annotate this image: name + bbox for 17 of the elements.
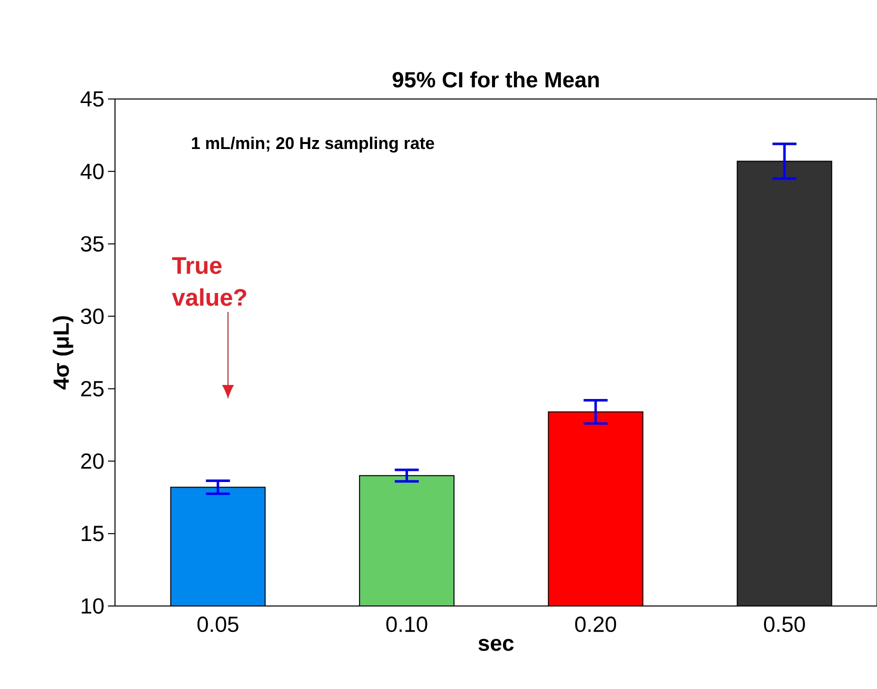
y-tick-label: 30 [80, 308, 104, 324]
x-tick-label: 0.20 [575, 616, 616, 632]
annotation: True value? [172, 257, 246, 306]
y-tick-label: 45 [80, 91, 104, 107]
x-tick-label: 0.10 [386, 616, 428, 632]
y-tick-label: 15 [82, 526, 104, 542]
x-tick-label: 0.05 [197, 616, 238, 632]
x-axis-title: sec [478, 638, 514, 651]
y-tick-label: 20 [81, 453, 104, 469]
y-tick-label: 25 [81, 380, 104, 396]
y-tick-label: 10 [82, 598, 104, 614]
text: 1 mL/min; 20 Hz sampling rate [192, 136, 434, 153]
y-tick-label: 40 [80, 164, 104, 180]
y-axis-title: 4σ (μL) [52, 316, 74, 390]
x-tick-label: 0.50 [764, 616, 805, 632]
y-tick-label: 35 [80, 236, 104, 252]
chart-title: 95% CI for the Mean [392, 71, 599, 88]
